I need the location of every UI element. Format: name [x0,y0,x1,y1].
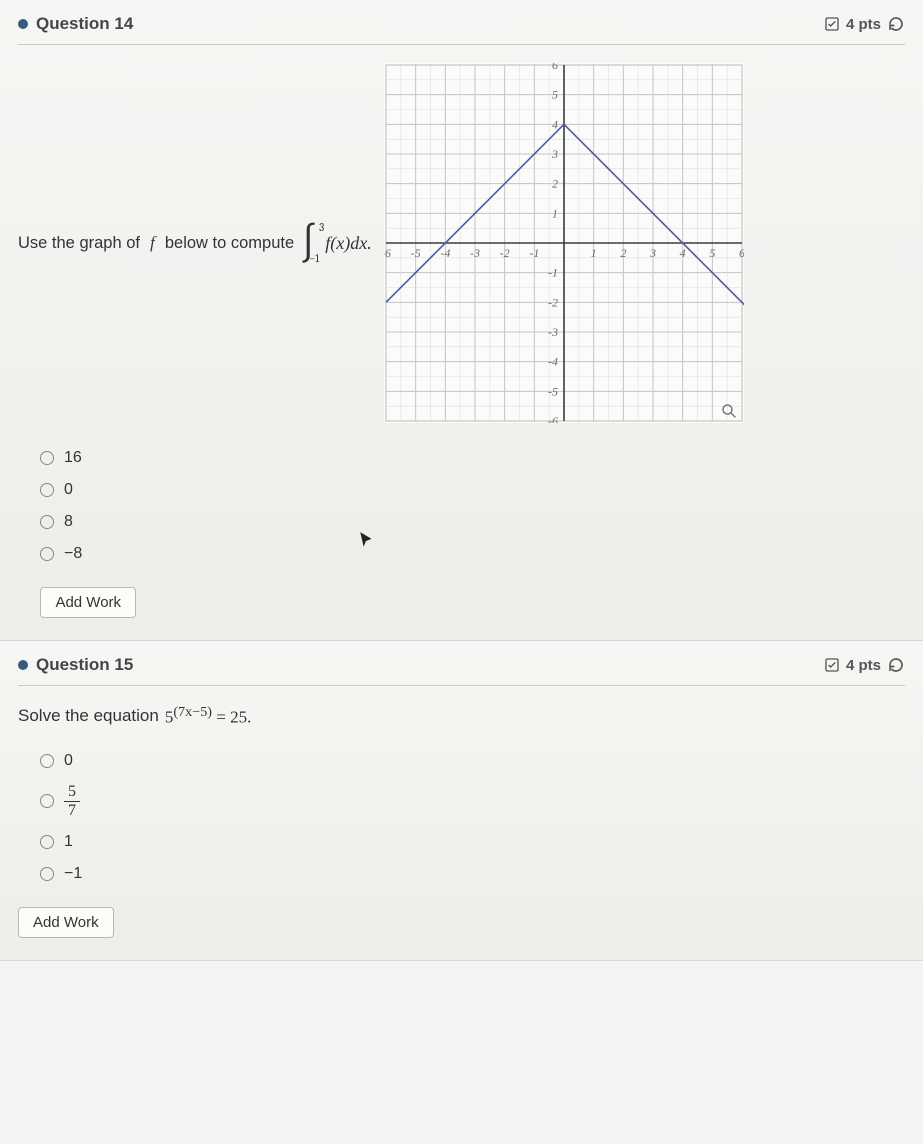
prompt-mid: below to compute [165,234,294,253]
question-15-body: Solve the equation 5(7x−5) = 25. 0 5 7 1 [18,704,905,938]
retry-icon[interactable] [887,656,905,674]
radio-icon[interactable] [40,794,54,808]
integral-lower: −1 [309,253,319,264]
points-label: 4 pts [846,16,881,33]
radio-icon[interactable] [40,835,54,849]
svg-text:-4: -4 [548,355,558,369]
question-14-body: Use the graph of f below to compute ∫ 3 … [18,63,905,618]
prompt-pre: Use the graph of [18,234,140,253]
question-14-prompt-row: Use the graph of f below to compute ∫ 3 … [18,63,905,425]
svg-text:-4: -4 [440,246,450,260]
svg-text:2: 2 [620,246,626,260]
svg-text:4: 4 [552,117,558,131]
svg-text:3: 3 [649,246,656,260]
question-15-meta: 4 pts [824,656,905,674]
choice-text: 8 [64,513,73,531]
radio-icon[interactable] [40,515,54,529]
choice-text: 0 [64,481,73,499]
radio-icon[interactable] [40,451,54,465]
bullet-icon [18,19,28,29]
radio-icon[interactable] [40,483,54,497]
choice-15-a[interactable]: 0 [40,752,905,770]
magnify-icon[interactable] [720,402,738,420]
question-14-title: Question 14 [36,14,133,34]
svg-text:5: 5 [552,88,558,102]
question-15-choices: 0 5 7 1 −1 [40,752,905,883]
svg-text:3: 3 [551,147,558,161]
question-15-title-wrap: Question 15 [18,655,133,675]
fraction-numerator: 5 [64,784,80,802]
svg-text:6: 6 [552,63,558,72]
function-graph: -6-5-4-3-2-1123456-6-5-4-3-2-1123456 [384,63,744,423]
choice-text: 1 [64,833,73,851]
choice-14-a[interactable]: 16 [40,449,905,467]
eq-rhs: = 25. [216,708,251,727]
choice-15-c[interactable]: 1 [40,833,905,851]
choice-text: −1 [64,865,82,883]
radio-icon[interactable] [40,867,54,881]
cursor-arrow-icon [358,531,376,549]
choice-14-c[interactable]: 8 [40,513,905,531]
choice-text: −8 [64,545,82,563]
svg-text:-2: -2 [499,246,509,260]
question-15-title: Question 15 [36,655,133,675]
add-work-label: Add Work [33,914,99,931]
checkbox-icon [824,657,840,673]
choice-15-b[interactable]: 5 7 [40,784,905,819]
equation: 5(7x−5) = 25. [165,704,252,728]
choice-text: 16 [64,449,82,467]
radio-icon[interactable] [40,547,54,561]
add-work-button[interactable]: Add Work [40,587,136,618]
svg-text:1: 1 [590,246,596,260]
choice-14-b[interactable]: 0 [40,481,905,499]
integral-expression: ∫ 3 −1 f(x)dx. [300,223,372,263]
svg-text:-3: -3 [470,246,480,260]
svg-text:-1: -1 [548,266,558,280]
svg-text:-6: -6 [384,246,391,260]
checkbox-icon [824,16,840,32]
add-work-button[interactable]: Add Work [18,907,114,938]
svg-text:5: 5 [709,246,715,260]
eq-exp: (7x−5) [173,704,212,720]
choice-14-d[interactable]: −8 [40,545,905,563]
bullet-icon [18,660,28,670]
question-14-choices: 16 0 8 −8 [40,449,905,563]
question-14-prompt: Use the graph of f below to compute ∫ 3 … [18,223,372,263]
svg-text:-3: -3 [548,325,558,339]
svg-text:-5: -5 [410,246,420,260]
svg-text:2: 2 [552,177,558,191]
prompt-f: f [146,233,159,253]
svg-text:-1: -1 [529,246,539,260]
choice-fraction: 5 7 [64,784,80,819]
points-label: 4 pts [846,657,881,674]
radio-icon[interactable] [40,754,54,768]
add-work-label: Add Work [55,594,121,611]
fraction-denominator: 7 [68,802,76,819]
choice-15-d[interactable]: −1 [40,865,905,883]
svg-text:-2: -2 [548,295,558,309]
integral-upper: 3 [319,222,329,233]
question-14: Question 14 4 pts Use the graph of f bel… [0,0,923,641]
question-14-title-wrap: Question 14 [18,14,133,34]
question-14-meta: 4 pts [824,15,905,33]
svg-text:1: 1 [552,206,558,220]
question-15-prompt: Solve the equation 5(7x−5) = 25. [18,704,905,728]
svg-text:4: 4 [679,246,685,260]
chart-container: -6-5-4-3-2-1123456-6-5-4-3-2-1123456 [384,63,744,425]
integrand: f(x)dx. [325,233,371,254]
retry-icon[interactable] [887,15,905,33]
question-15: Question 15 4 pts Solve the equation 5(7… [0,641,923,961]
choice-text: 0 [64,752,73,770]
prompt-text: Solve the equation [18,706,159,726]
svg-text:6: 6 [739,246,744,260]
question-14-header: Question 14 4 pts [18,14,905,45]
question-15-header: Question 15 4 pts [18,655,905,686]
svg-text:-5: -5 [548,384,558,398]
